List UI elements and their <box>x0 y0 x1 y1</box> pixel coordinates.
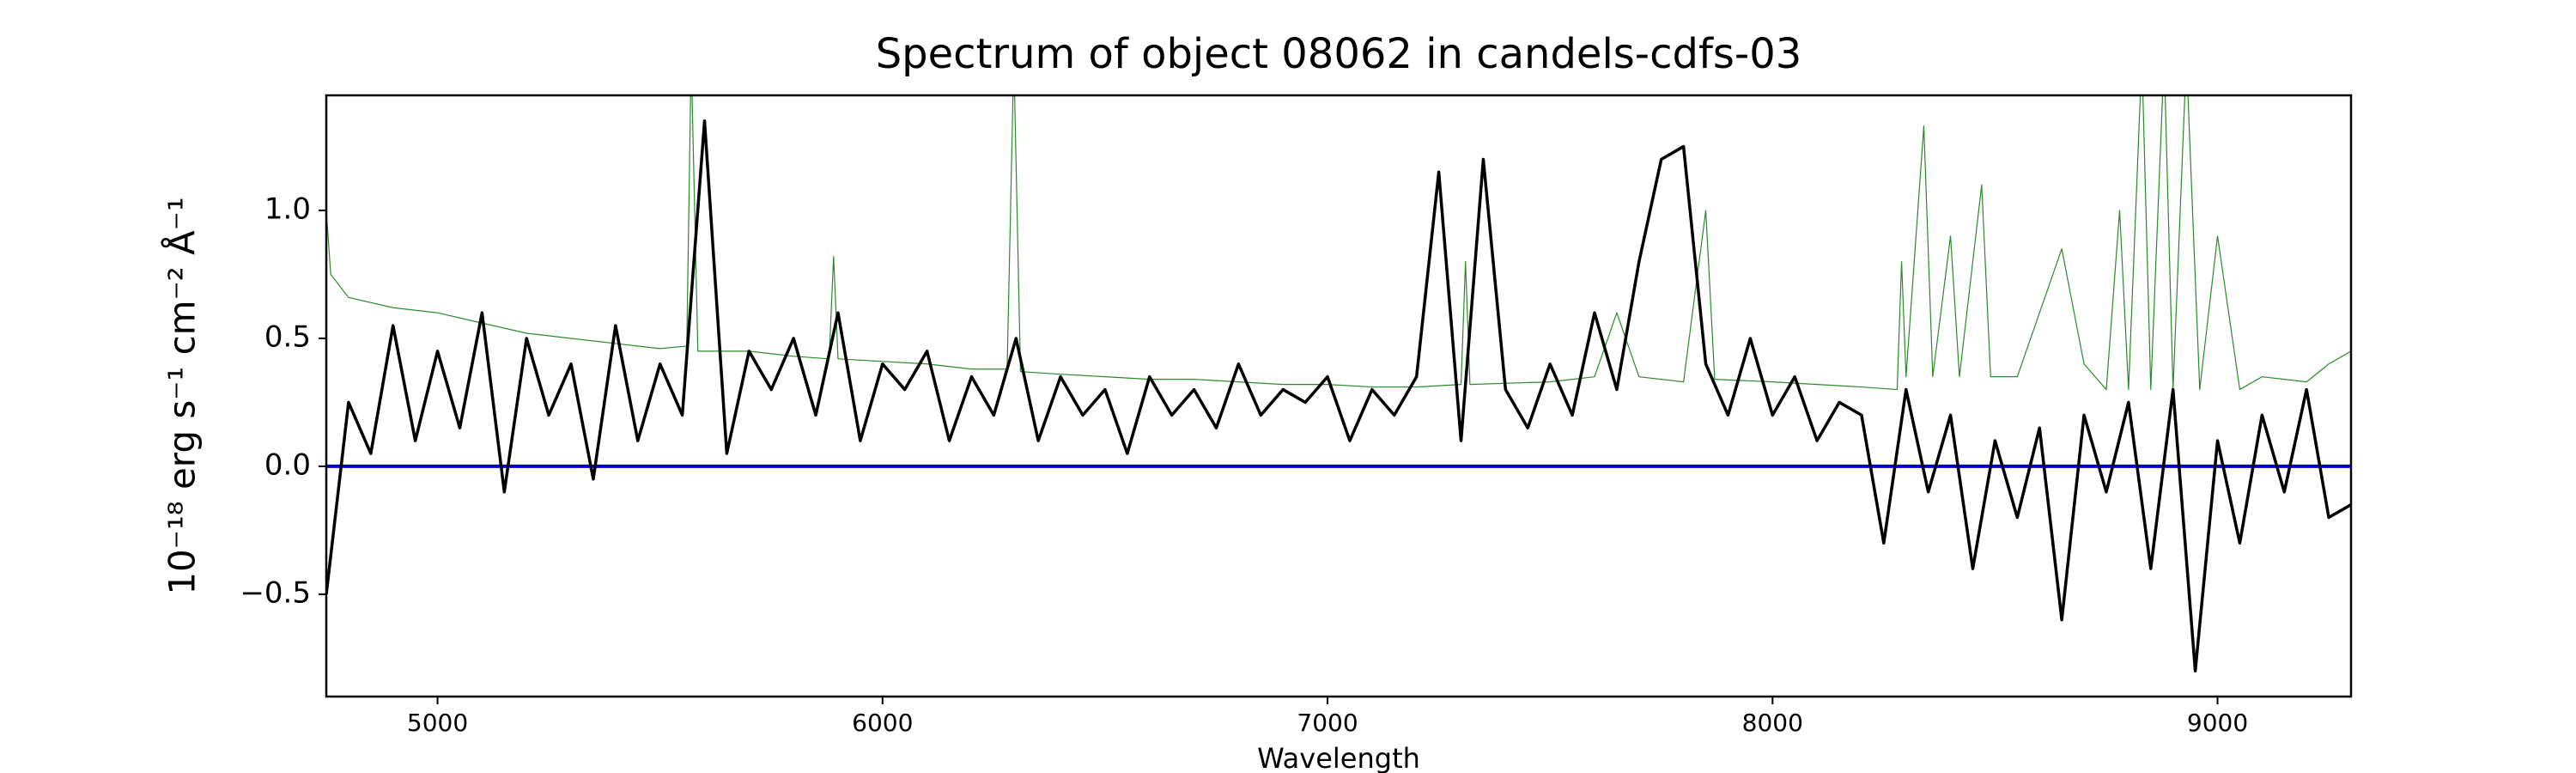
y-tick-label: 0.5 <box>264 320 311 354</box>
x-tick-label: 9000 <box>2187 709 2248 737</box>
x-tick-label: 7000 <box>1297 709 1358 737</box>
y-tick-label: 1.0 <box>264 192 311 227</box>
y-axis-label: 10⁻¹⁸ erg s⁻¹ cm⁻² Å⁻¹ <box>161 197 204 594</box>
chart-title: Spectrum of object 08062 in candels-cdfs… <box>876 30 1802 78</box>
spectrum-line <box>326 119 2351 673</box>
x-tick-label: 6000 <box>852 709 913 737</box>
y-tick-label: −0.5 <box>240 575 311 610</box>
y-tick-label: 0.0 <box>264 447 311 482</box>
x-axis-label: Wavelength <box>1257 742 1420 773</box>
x-tick-label: 5000 <box>407 709 468 737</box>
plot-area <box>326 95 2351 673</box>
axes-frame <box>325 94 2353 698</box>
x-tick-label: 8000 <box>1742 709 1803 737</box>
spectrum-line <box>326 95 2351 391</box>
